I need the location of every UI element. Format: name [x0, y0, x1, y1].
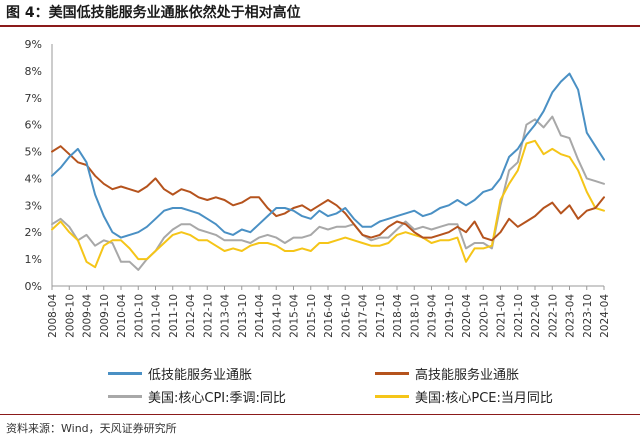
- x-tick-label: 2014-04: [254, 294, 266, 338]
- y-tick-label: 9%: [25, 38, 42, 51]
- legend-swatch-core-cpi: [108, 395, 142, 398]
- y-tick-label: 8%: [25, 65, 42, 78]
- x-tick-label: 2008-10: [64, 294, 76, 338]
- source-rule: [0, 414, 640, 415]
- legend-label-low-skill: 低技能服务业通胀: [148, 368, 253, 383]
- figure-title: 图 4：美国低技能服务业通胀依然处于相对高位: [6, 5, 301, 21]
- y-tick-label: 7%: [25, 92, 42, 105]
- x-tick-label: 2017-04: [358, 294, 370, 338]
- legend-swatch-core-pce: [375, 395, 409, 398]
- x-tick-label: 2012-10: [202, 294, 214, 338]
- legend-item-high-skill: 高技能服务业通胀: [375, 364, 519, 383]
- x-tick-label: 2019-04: [427, 294, 439, 338]
- x-tick-label: 2008-04: [47, 294, 59, 338]
- y-tick-label: 1%: [25, 253, 42, 266]
- legend-label-high-skill: 高技能服务业通胀: [415, 368, 520, 383]
- x-tick-label: 2018-04: [392, 294, 404, 338]
- x-tick-label: 2015-04: [289, 294, 301, 338]
- x-tick-label: 2019-10: [444, 294, 456, 338]
- y-tick-label: 6%: [25, 119, 42, 132]
- x-tick-label: 2023-10: [582, 294, 594, 338]
- y-tick-label: 0%: [25, 280, 42, 293]
- x-tick-label: 2016-04: [323, 294, 335, 338]
- x-tick-label: 2024-04: [599, 294, 611, 338]
- y-tick-label: 5%: [25, 146, 42, 159]
- y-tick-label: 2%: [25, 226, 42, 239]
- x-tick-label: 2013-10: [237, 294, 249, 338]
- line-chart: 9% 8% 7% 6% 5% 4% 3% 2% 1% 0% 2008-04 2008-10 2009-0…: [25, 38, 611, 338]
- x-tick-label: 2022-10: [547, 294, 559, 338]
- series-line-core-pce: [51, 139, 605, 269]
- x-tick-label: 2012-04: [185, 294, 197, 338]
- x-tick-label: 2022-04: [530, 294, 542, 338]
- legend-item-low-skill: 低技能服务业通胀: [108, 364, 252, 383]
- source-note: 资料来源：Wind，天风证券研究所: [6, 422, 177, 435]
- x-tick-label: 2015-10: [306, 294, 318, 338]
- x-tick-label: 2021-10: [513, 294, 525, 338]
- x-tick-label: 2010-04: [116, 294, 128, 338]
- legend-item-core-pce: 美国:核心PCE:当月同比: [375, 387, 553, 406]
- x-tick-label: 2014-10: [271, 294, 283, 338]
- x-tick-label: 2018-10: [409, 294, 421, 338]
- legend-item-core-cpi: 美国:核心CPI:季调:同比: [108, 387, 286, 406]
- legend-swatch-low-skill: [108, 372, 142, 375]
- chart-legend: 低技能服务业通胀 高技能服务业通胀 美国:核心CPI:季调:同比 美国:核心PC…: [0, 360, 640, 410]
- x-tick-label: 2009-10: [99, 294, 111, 338]
- x-tick-label: 2010-10: [133, 294, 145, 338]
- y-tick-label: 4%: [25, 172, 42, 185]
- x-tick-label: 2013-04: [220, 294, 232, 338]
- legend-label-core-pce: 美国:核心PCE:当月同比: [415, 391, 553, 406]
- x-tick-label: 2020-10: [478, 294, 490, 338]
- x-tick-label: 2020-04: [461, 294, 473, 338]
- title-rule: [0, 25, 640, 27]
- x-tick-label: 2016-10: [340, 294, 352, 338]
- legend-label-core-cpi: 美国:核心CPI:季调:同比: [148, 391, 286, 406]
- x-tick-label: 2017-10: [375, 294, 387, 338]
- series-line-low-skill: [51, 72, 605, 239]
- series-line-high-skill: [51, 145, 605, 242]
- x-tick-label: 2011-04: [151, 294, 163, 338]
- x-tick-label: 2023-04: [565, 294, 577, 338]
- x-tick-label: 2009-04: [82, 294, 94, 338]
- y-tick-label: 3%: [25, 199, 42, 212]
- x-tick-label: 2021-04: [496, 294, 508, 338]
- legend-swatch-high-skill: [375, 372, 409, 375]
- series-line-core-cpi: [51, 115, 605, 271]
- x-tick-label: 2011-10: [168, 294, 180, 338]
